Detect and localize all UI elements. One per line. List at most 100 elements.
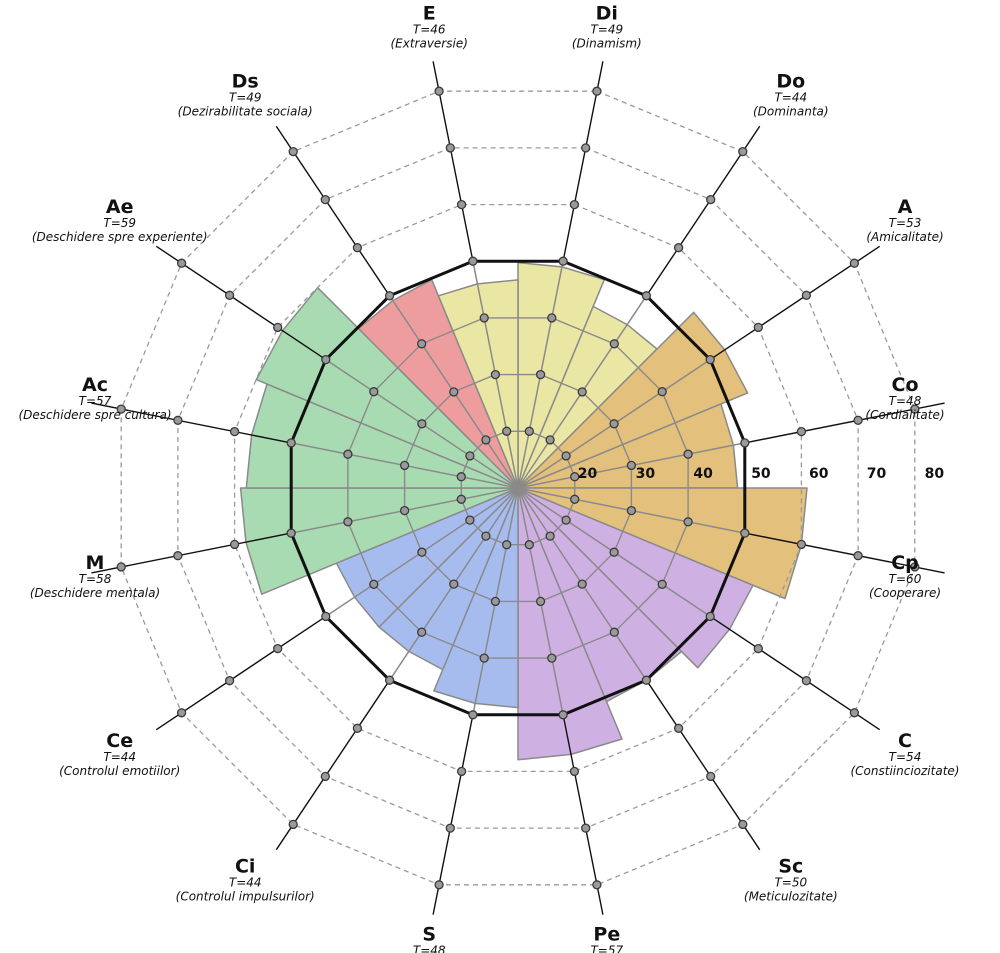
grid-dot-ci-20	[481, 531, 491, 541]
axis-label-cp: CpT=60(Cooperare)	[869, 552, 941, 600]
axis-full-name: (Deschidere spre cultura)	[18, 408, 171, 422]
grid-dot-ds-70	[320, 194, 330, 205]
axis-full-name: (Cooperare)	[869, 586, 941, 600]
axis-label-ce: CeT=44(Controlul emotiilor)	[59, 730, 180, 778]
axis-abbr: A	[898, 196, 913, 218]
ticks-layer: 20 30 40 50 60 70 80	[578, 466, 945, 482]
axis-full-name: (Deschidere spre experiente)	[32, 230, 208, 244]
grid-dot-ac-30	[399, 460, 410, 471]
axis-abbr: M	[86, 552, 105, 574]
grid-dot-do-70	[706, 194, 716, 205]
grid-dot-ci-50	[384, 675, 395, 685]
axes-layer	[91, 61, 945, 915]
grid-dot-do-50	[641, 291, 652, 301]
axis-abbr: Ce	[106, 730, 133, 752]
grid-dot-m-30	[399, 505, 410, 516]
grid-dot-ae-60	[273, 322, 283, 333]
axis-t-value: T=48	[413, 943, 446, 953]
axis-abbr: E	[423, 3, 436, 25]
grid-dot-cp-60	[796, 539, 807, 550]
grid-dot-di-80	[592, 86, 602, 96]
grid-dot-e-20	[502, 426, 512, 436]
grid-dot-do-20	[545, 435, 555, 445]
axis-label-ae: AeT=59(Deschidere spre experiente)	[32, 196, 208, 244]
grid-dot-a-30	[609, 419, 619, 429]
grid-dot-cp-30	[626, 505, 637, 516]
grid-dot-di-20	[524, 426, 534, 436]
axis-label-m: MT=58(Deschidere mentala)	[30, 552, 160, 600]
grid-dot-ds-40	[417, 339, 427, 349]
grid-dot-ci-70	[320, 771, 330, 782]
grid-dot-do-40	[609, 339, 619, 349]
scale-tick-70: 70	[867, 466, 887, 482]
grid-dot-cp-40	[683, 517, 693, 527]
grid-dot-ac-20	[456, 472, 466, 482]
labels-layer: DiT=49(Dinamism)DoT=44(Dominanta)AT=53(A…	[18, 3, 959, 953]
axis-label-e: ET=46(Extraversie)	[390, 3, 467, 51]
grid-dot-ds-80	[288, 146, 298, 157]
axis-abbr: Ci	[235, 855, 255, 877]
axis-abbr: Do	[776, 71, 805, 93]
axis-label-di: DiT=49(Dinamism)	[572, 3, 642, 51]
axis-t-value: T=46	[413, 23, 446, 37]
axis-label-s: ST=48(Stabilitate emotionala)	[413, 923, 446, 953]
grid-dot-m-80	[116, 562, 126, 572]
grid-dot-e-60	[456, 199, 467, 210]
grid-dot-do-30	[577, 387, 587, 397]
grid-dot-a-70	[801, 290, 812, 300]
grid-dot-di-50	[558, 256, 568, 266]
grid-dot-pe-20	[524, 540, 534, 550]
grid-dot-m-70	[173, 551, 183, 561]
grid-dot-s-40	[479, 653, 489, 663]
grid-dot-e-30	[490, 369, 501, 380]
grid-dot-pe-70	[581, 823, 591, 833]
axis-abbr: Cp	[891, 552, 919, 574]
grid-dot-ac-40	[343, 449, 353, 459]
grid-dot-cp-70	[853, 551, 863, 561]
axis-label-c: CT=54(Constiinciozitate)	[851, 730, 960, 778]
axis-t-value: T=48	[889, 394, 922, 408]
grid-dot-e-40	[479, 313, 489, 323]
grid-dot-s-60	[456, 766, 467, 777]
grid-dot-ae-50	[321, 354, 331, 365]
grid-dot-c-30	[609, 547, 619, 557]
grid-dot-s-80	[434, 880, 444, 890]
axis-full-name: (Controlul emotiilor)	[59, 764, 180, 778]
grid-dot-m-50	[286, 528, 296, 538]
grid-dot-sc-40	[609, 627, 619, 637]
grid-dot-c-80	[849, 708, 860, 718]
grid-dot-ae-20	[465, 451, 475, 461]
grid-dot-ds-50	[384, 291, 395, 301]
axis-t-value: T=44	[103, 750, 136, 764]
axis-t-value: T=49	[590, 23, 623, 37]
axis-abbr: Ds	[232, 71, 259, 93]
grid-dot-ce-80	[176, 708, 187, 718]
grid-dot-pe-40	[547, 653, 557, 663]
axis-t-value: T=57	[590, 943, 623, 953]
grid-dot-ci-30	[449, 579, 459, 589]
grid-dot-ce-60	[273, 643, 283, 654]
grid-dot-co-70	[853, 415, 863, 425]
axis-abbr: C	[898, 730, 912, 752]
grid-dot-a-20	[561, 451, 571, 461]
grid-dot-sc-50	[641, 675, 652, 685]
grid-dot-c-60	[753, 643, 763, 654]
scale-tick-50: 50	[751, 466, 771, 482]
grid-dot-di-60	[569, 199, 580, 210]
grid-dot-m-40	[343, 517, 353, 527]
axis-label-co: CoT=48(Cordialitate)	[865, 374, 944, 422]
grid-dot-co-60	[796, 426, 807, 437]
grid-dot-ae-80	[176, 258, 187, 268]
grid-dot-sc-70	[706, 771, 716, 782]
grid-dot-ae-40	[369, 387, 379, 397]
axis-full-name: (Constiinciozitate)	[851, 764, 960, 778]
axis-full-name: (Dominanta)	[753, 105, 829, 119]
grid-dot-a-80	[849, 258, 860, 268]
grid-dot-c-40	[657, 579, 667, 589]
grid-dot-cp-20	[570, 494, 580, 504]
grid-dot-do-80	[738, 146, 748, 157]
grid-dot-ce-30	[417, 547, 427, 557]
grid-dot-do-60	[673, 243, 684, 253]
grid-dot-pe-30	[535, 596, 546, 607]
